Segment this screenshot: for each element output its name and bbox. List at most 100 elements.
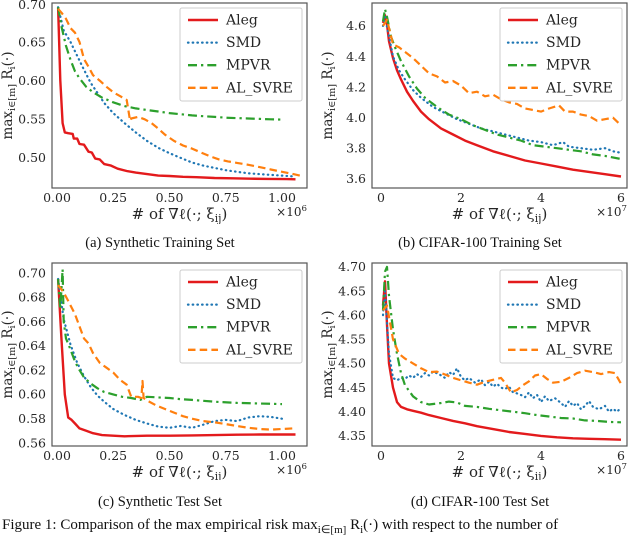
chart-cifar100-training-set: 0 2 4 6 3.6 3.8 4.0 4.2 4.4 4.6 # of ∇ℓ(·; ξij) ×10… [320,2,628,224]
chart-cifar100-test-set: 0 2 4 6 4.35 4.40 4.45 4.50 4.55 4.60 4.65 4.70 # of… [320,259,628,480]
legend-label: SMD [546,35,581,51]
subplot-b: 0 2 4 6 3.6 3.8 4.0 4.2 4.4 4.6 # of ∇ℓ(·; ξij) ×10… [320,0,640,252]
y-tick-label: 0.60 [18,387,46,402]
axis-offset-label: ×107 [596,462,627,477]
x-tick-label: 2 [457,448,465,463]
series-line-al_svre [57,284,294,431]
x-tick-label: 0.75 [212,190,240,205]
x-tick-label: 0.50 [156,190,184,205]
y-tick-label: 4.65 [338,283,366,298]
axis-offset-label: ×106 [276,204,307,219]
y-tick-label: 4.45 [338,380,366,395]
y-tick-label: 4.60 [338,307,366,322]
series-line-al_svre [382,18,622,127]
y-tick-label: 4.0 [346,110,366,125]
y-tick-label: 4.70 [338,259,366,274]
y-tick-label: 3.8 [346,141,366,156]
x-tick-label: 4 [537,190,545,205]
y-tick-label: 0.55 [18,112,46,127]
y-tick-label: 4.35 [338,428,366,443]
legend-label: AL_SVRE [225,80,293,96]
x-tick-label: 0.75 [212,448,240,463]
series-line-aleg [381,280,622,441]
x-tick-label: 0.50 [156,448,184,463]
axis-offset-label: ×106 [276,462,307,477]
legend-label: Aleg [225,13,258,29]
y-tick-label: 0.62 [18,362,46,377]
y-tick-label: 3.6 [346,171,366,186]
series-line-mpvr [57,268,283,406]
subplot-a-caption: (a) Synthetic Training Set [85,235,235,251]
y-axis-label: maxi∈[m] Ri(·) [0,52,18,140]
figure-row-bottom: 0.00 0.25 0.50 0.75 1.00 0.56 0.58 0.60 0.62 0.64… [0,252,640,510]
y-tick-label: 0.60 [18,73,46,88]
y-tick-label: 4.50 [338,356,366,371]
legend: Aleg SMD MPVR AL_SVRE [499,269,623,364]
y-tick-label: 0.68 [18,290,46,305]
x-tick-label: 0.00 [43,448,71,463]
y-axis-label: maxi∈[m] Ri(·) [320,52,338,140]
x-axis-label: # of ∇ℓ(·; ξij) [132,463,228,480]
plot-border [51,262,308,447]
y-tick-label: 4.2 [346,79,366,94]
x-axis-label: # of ∇ℓ(·; ξij) [452,205,548,224]
plot-border [371,2,628,189]
series-line-mpvr [57,7,283,121]
y-axis-label: maxi∈[m] Ri(·) [320,311,338,399]
legend-label: SMD [226,35,261,51]
subplot-c: 0.00 0.25 0.50 0.75 1.00 0.56 0.58 0.60 0.62 0.64… [0,252,320,510]
legend: Aleg SMD MPVR AL_SVRE [499,7,623,102]
legend-label: AL_SVRE [545,80,613,96]
figure-row-top: 0.00 0.25 0.50 0.75 1.00 0.50 0.55 0.60 0.65 0.70… [0,0,640,252]
y-tick-label: 0.65 [18,34,46,49]
legend-label: AL_SVRE [225,342,293,358]
y-tick-label: 0.64 [18,338,46,353]
legend-label: MPVR [226,58,271,74]
subplot-c-caption: (c) Synthetic Test Set [98,494,222,510]
series-line-mpvr [381,265,622,424]
legend-label: SMD [226,297,261,313]
x-tick-label: 4 [537,448,545,463]
subplot-d: 0 2 4 6 4.35 4.40 4.45 4.50 4.55 4.60 4.65 4.70 # of… [320,252,640,510]
legend-label: Aleg [545,13,578,29]
y-tick-label: 0.50 [18,150,46,165]
series-line-aleg [56,278,296,438]
plot-border [51,2,308,189]
x-tick-label: 6 [617,190,625,205]
series-group [381,265,623,441]
legend-label: MPVR [546,320,591,336]
series-group [381,8,623,178]
legend: Aleg SMD MPVR AL_SVRE [179,7,303,102]
x-axis-label: # of ∇ℓ(·; ξij) [132,205,228,224]
y-tick-label: 0.66 [18,314,46,329]
legend-label: AL_SVRE [545,342,613,358]
series-line-al_svre [57,8,301,177]
figure-caption: Figure 1: Comparison of the max empirica… [2,517,559,536]
series-line-smd [57,6,295,178]
subplot-d-caption: (d) CIFAR-100 Test Set [410,494,550,510]
series-group [56,268,296,438]
series-line-al_svre [382,304,622,394]
series-line-smd [381,289,623,413]
x-tick-label: 1.00 [268,190,296,205]
legend-label: MPVR [546,58,591,74]
y-tick-label: 0.56 [18,435,46,450]
plot-border [371,262,628,447]
subplot-a: 0.00 0.25 0.50 0.75 1.00 0.50 0.55 0.60 0.65 0.70… [0,0,320,252]
subplot-b-caption: (b) CIFAR-100 Training Set [398,235,562,251]
chart-synthetic-test-set: 0.00 0.25 0.50 0.75 1.00 0.56 0.58 0.60 0.62 0.64… [0,262,308,480]
legend: Aleg SMD MPVR AL_SVRE [179,269,303,364]
x-axis-label: # of ∇ℓ(·; ξij) [452,463,548,480]
y-tick-label: 0.70 [18,265,46,280]
legend-box [499,7,623,102]
legend-box [499,269,623,364]
series-line-mpvr [381,8,622,161]
x-tick-label: 0.00 [43,190,71,205]
legend-label: Aleg [545,275,578,291]
y-tick-label: 4.40 [338,404,366,419]
legend-box [179,269,303,364]
series-group [56,6,301,181]
legend-label: SMD [546,297,581,313]
series-line-aleg [56,7,296,181]
